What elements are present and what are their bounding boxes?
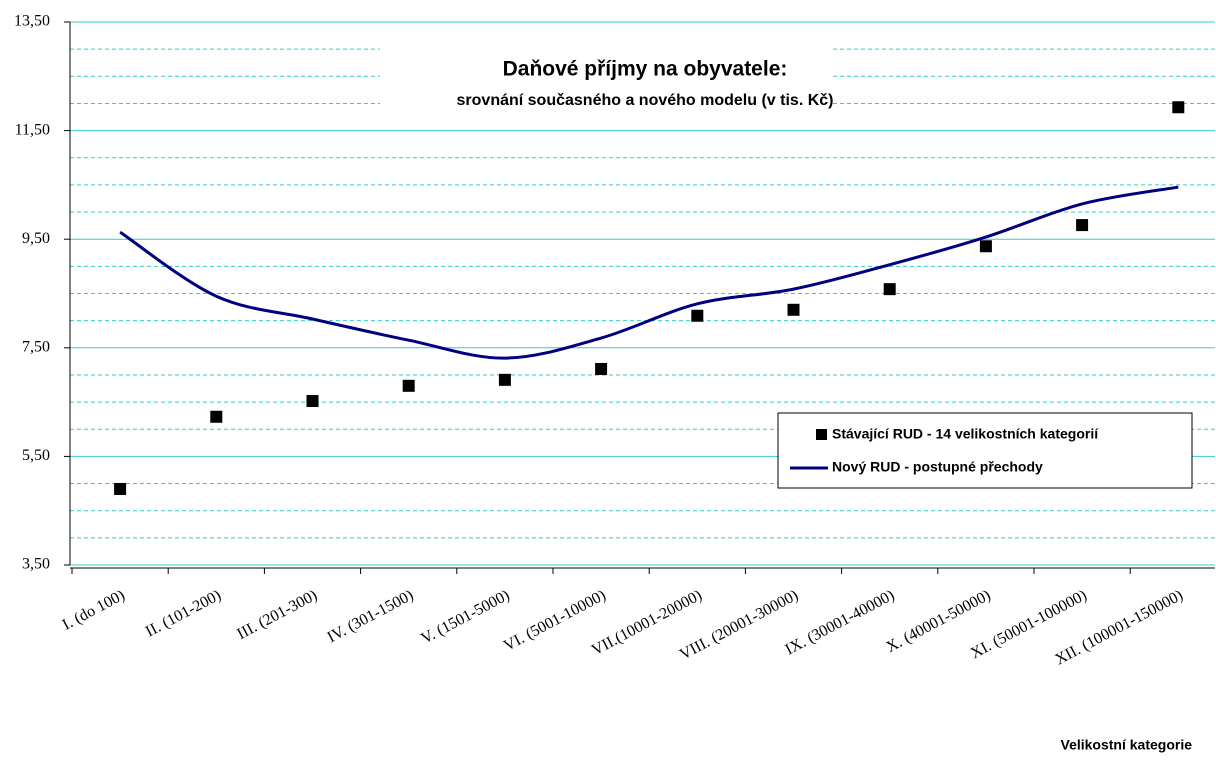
y-tick-label: 11,50: [15, 121, 50, 138]
x-tick-label: II. (101-200): [143, 587, 224, 641]
title-box: [380, 42, 830, 128]
scatter-point: [883, 283, 896, 296]
scatter-point: [787, 303, 800, 316]
series-line: [119, 185, 1179, 360]
scatter-point: [1076, 219, 1089, 232]
y-tick-label: 5,50: [22, 447, 50, 464]
chart-title: Daňové příjmy na obyvatele:: [503, 58, 788, 81]
y-tick-label: 7,50: [22, 338, 50, 355]
scatter-point: [114, 482, 127, 495]
y-tick-label: 3,50: [22, 556, 50, 573]
x-tick-label: III. (201-300): [234, 587, 320, 643]
x-axis-label: Velikostní kategorie: [1061, 737, 1193, 753]
legend-label: Stávající RUD - 14 velikostních kategori…: [832, 426, 1099, 442]
scatter-point: [979, 240, 992, 253]
y-tick-label: 13,50: [14, 13, 50, 30]
legend-label: Nový RUD - postupné přechody: [832, 459, 1043, 475]
legend-marker: [816, 429, 827, 440]
scatter-point: [691, 309, 704, 322]
scatter-point: [210, 410, 223, 423]
x-tick-label: I. (do 100): [60, 587, 128, 634]
scatter-point: [498, 373, 511, 386]
scatter-point: [306, 395, 319, 408]
scatter-point: [1172, 101, 1185, 114]
x-tick-label: IX. (30001-40000): [783, 587, 898, 659]
legend-box: [777, 412, 1193, 489]
scatter-point: [402, 379, 415, 392]
chart-subtitle: srovnání současného a nového modelu (v t…: [457, 92, 834, 109]
x-tick-label: IV. (301-1500): [325, 587, 417, 647]
y-tick-label: 9,50: [22, 230, 50, 247]
scatter-point: [595, 362, 608, 375]
x-tick-label: V. (1501-5000): [418, 587, 512, 648]
